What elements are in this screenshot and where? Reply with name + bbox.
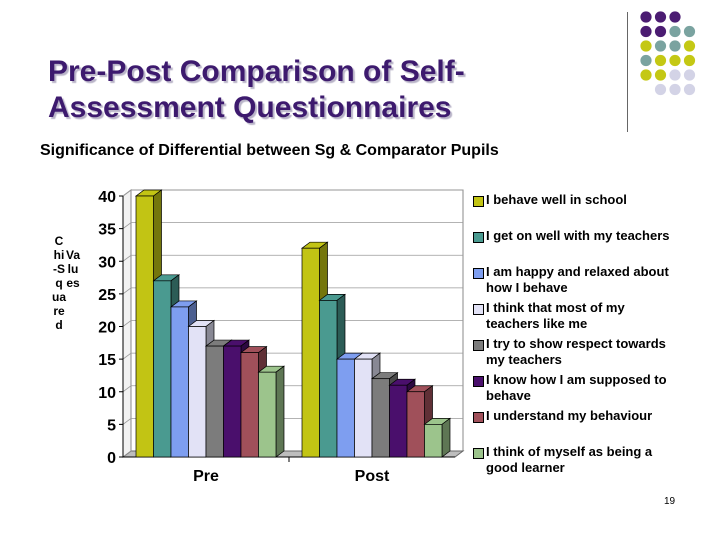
legend-swatch <box>473 232 484 243</box>
y-tick-label: 20 <box>98 320 116 337</box>
legend-swatch <box>473 304 484 315</box>
legend-swatch <box>473 340 484 351</box>
legend-label: I get on well with my teachers <box>486 228 670 243</box>
chart-title: Significance of Differential between Sg … <box>40 142 499 159</box>
gridline <box>122 222 463 229</box>
decor-dot <box>640 11 652 23</box>
legend-label: I think of myself as being a good learne… <box>486 444 653 475</box>
y-tick-label: 35 <box>98 222 116 239</box>
decor-dot <box>683 54 696 67</box>
decor-dot <box>654 69 667 81</box>
decor-dot <box>669 11 681 23</box>
decor-dot <box>640 25 652 38</box>
legend-label: I am happy and relaxed about how I behav… <box>486 264 669 295</box>
y-tick-label: 25 <box>98 287 116 304</box>
x-category-label: Post <box>355 468 390 485</box>
legend-label: I understand my behaviour <box>486 408 653 423</box>
decor-dot <box>669 69 681 81</box>
legend-label: I think that most of my teachers like me <box>486 300 625 331</box>
legend-label: I behave well in school <box>486 192 627 207</box>
gridline <box>122 254 463 262</box>
y-tick-label: 40 <box>98 189 116 206</box>
y-axis-label-part1: Chi-Squared <box>52 234 67 332</box>
legend-swatch <box>473 412 484 423</box>
page-number: 19 <box>664 496 676 507</box>
y-tick-label: 30 <box>98 254 116 271</box>
decor-dot <box>654 11 667 23</box>
decor-dot <box>654 40 667 52</box>
y-axis-label-part2: Values <box>66 248 81 290</box>
decor-dot <box>640 40 652 52</box>
x-category-label: Pre <box>193 468 219 485</box>
decor-dot <box>669 40 681 52</box>
bar-pre-8 <box>257 365 286 458</box>
y-tick-label: 10 <box>98 385 116 402</box>
gridline <box>122 189 463 197</box>
legend-label: I know how I am supposed to behave <box>486 372 667 403</box>
slide-title: Pre-Post Comparison of Self-Assessment Q… <box>48 55 465 124</box>
decor-dot <box>683 69 696 81</box>
decor-dot <box>683 83 696 96</box>
decor-dot <box>669 54 681 67</box>
decor-dot <box>669 25 681 38</box>
decor-dot <box>669 83 681 96</box>
decor-dot <box>683 40 696 52</box>
title-divider <box>627 12 628 132</box>
gridline <box>122 287 463 295</box>
decor-dot <box>640 69 652 81</box>
decor-dot <box>683 25 696 38</box>
gridline <box>122 320 463 327</box>
legend-swatch <box>473 196 484 207</box>
decor-dot <box>640 54 652 67</box>
legend-swatch <box>473 448 484 459</box>
y-tick-label: 0 <box>107 450 116 467</box>
bar-post-8 <box>423 417 452 458</box>
y-tick-label: 5 <box>107 417 116 434</box>
decorative-dot-grid <box>640 11 696 96</box>
legend-swatch <box>473 376 484 387</box>
decor-dot <box>654 25 667 38</box>
legend-label: I try to show respect towards my teacher… <box>486 336 666 367</box>
decor-dot <box>654 54 667 67</box>
legend-swatch <box>473 268 484 279</box>
y-tick-label: 15 <box>98 352 116 369</box>
decor-dot <box>654 83 667 96</box>
